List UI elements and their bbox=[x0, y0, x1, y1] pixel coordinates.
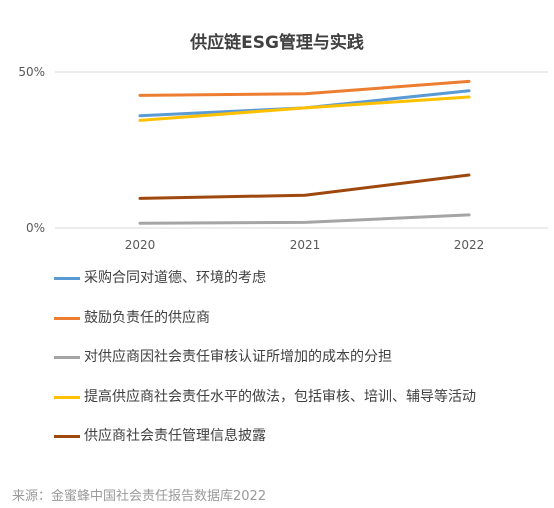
series-line bbox=[138, 79, 471, 97]
x-axis-ticks: 2020 2021 2022 bbox=[125, 238, 485, 252]
legend-label: 采购合同对道德、环境的考虑 bbox=[84, 270, 266, 286]
series-line bbox=[138, 95, 471, 122]
y-tick-label: 0% bbox=[26, 221, 45, 235]
legend-label: 对供应商因社会责任审核认证所增加的成本的分担 bbox=[84, 349, 392, 365]
legend-swatch bbox=[54, 356, 80, 359]
line-chart: 0% 50% 2020 2021 2022 bbox=[18, 65, 548, 252]
legend-label: 供应商社会责任管理信息披露 bbox=[84, 428, 266, 444]
gridlines bbox=[55, 71, 548, 229]
series-line bbox=[138, 213, 471, 225]
x-tick-label: 2020 bbox=[125, 238, 156, 252]
y-axis-ticks: 0% 50% bbox=[18, 65, 45, 235]
y-tick-label: 50% bbox=[18, 65, 45, 79]
series-lines bbox=[138, 79, 471, 225]
legend-label: 提高供应商社会责任水平的做法，包括审核、培训、辅导等活动 bbox=[84, 388, 476, 405]
series-line bbox=[138, 173, 471, 200]
legend-swatch bbox=[54, 395, 80, 399]
legend-swatch bbox=[54, 277, 80, 280]
x-tick-label: 2021 bbox=[290, 238, 321, 252]
legend-label: 鼓励负责任的供应商 bbox=[84, 309, 210, 326]
legend-swatch bbox=[54, 316, 80, 320]
chart-title: 供应链ESG管理与实践 bbox=[190, 33, 364, 53]
legend-swatch bbox=[54, 435, 80, 438]
x-tick-label: 2022 bbox=[454, 238, 485, 252]
source-note: 来源：金蜜蜂中国社会责任报告数据库2022 bbox=[12, 489, 267, 504]
